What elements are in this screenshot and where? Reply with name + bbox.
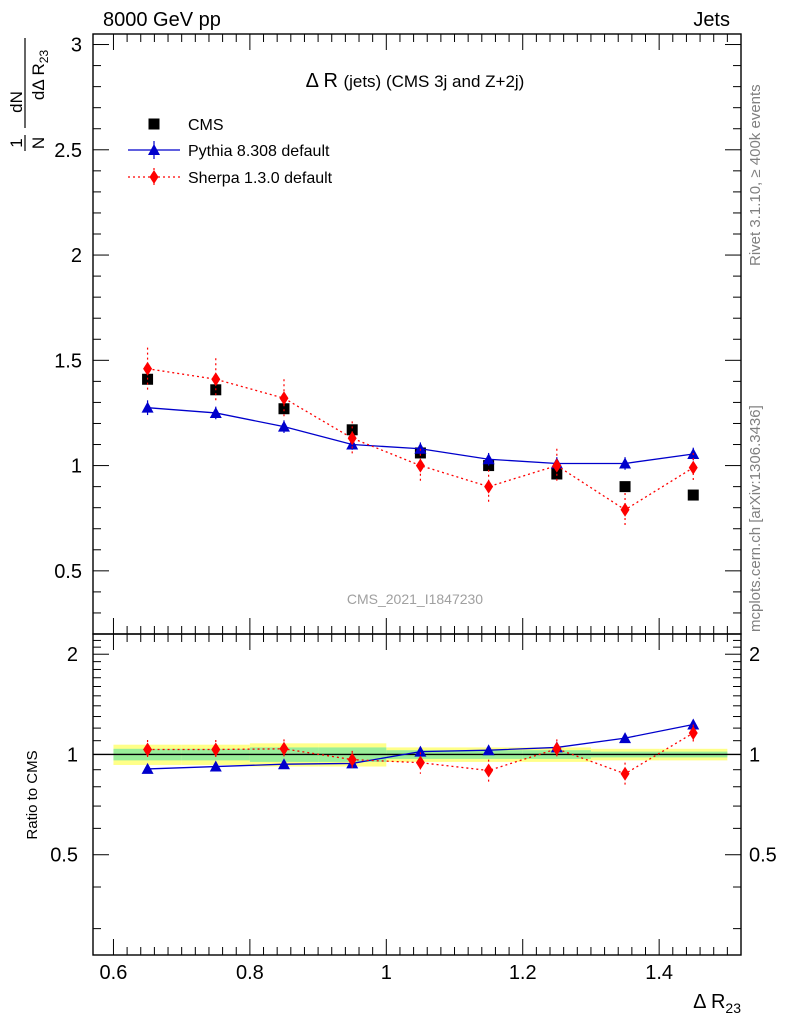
header-process-label: 8000 GeV pp: [103, 9, 221, 31]
y-label-numerator-1: 1: [7, 138, 26, 147]
legend-marker: [148, 118, 160, 130]
x-axis-label: Δ R23: [693, 991, 741, 1016]
data-point-main: [278, 403, 290, 415]
data-point-ratio: [482, 744, 495, 756]
x-tick-label: 1: [381, 962, 392, 984]
y-tick-label: 2.5: [54, 140, 82, 162]
data-point-ratio: [620, 766, 630, 781]
ratio-y-tick-label: 0.5: [50, 845, 78, 867]
ratio-panel-frame: [92, 633, 742, 956]
y-label-numerator-2: dN: [7, 91, 26, 113]
y-tick-label: 0.5: [54, 561, 82, 583]
y-tick-label: 1: [71, 456, 82, 478]
data-point-main: [620, 502, 630, 517]
data-point-main: [687, 489, 699, 501]
data-point-main: [414, 442, 427, 454]
data-point-ratio: [141, 762, 154, 774]
data-point-ratio: [688, 726, 698, 741]
chart-axes: [92, 33, 742, 956]
data-point-main: [277, 420, 290, 432]
data-point-ratio: [143, 742, 153, 757]
data-point-main: [279, 391, 289, 406]
y-tick-label: 1.5: [54, 350, 82, 372]
series-line-main: [147, 368, 694, 511]
data-point-ratio: [619, 732, 632, 744]
x-tick-label: 0.6: [100, 962, 128, 984]
header-observable-label: Jets: [693, 9, 730, 31]
data-point-main: [141, 401, 154, 413]
data-point-ratio: [211, 742, 221, 757]
data-point-main: [619, 457, 632, 469]
legend-label: Sherpa 1.3.0 default: [188, 170, 333, 187]
data-point-main: [347, 431, 357, 446]
ratio-y-tick-label: 2: [67, 644, 78, 666]
data-point-ratio: [552, 741, 562, 756]
y-tick-label: 2: [71, 245, 82, 267]
data-point-main: [209, 406, 222, 418]
analysis-watermark: CMS_2021_I1847230: [347, 591, 483, 607]
data-point-ratio: [277, 758, 290, 770]
data-point-main: [619, 481, 631, 493]
data-point-main: [143, 361, 153, 376]
data-point-ratio: [209, 760, 222, 772]
plot-title: Δ R (jets) (CMS 3j and Z+2j): [306, 70, 525, 92]
data-point-ratio: [414, 745, 427, 757]
data-point-ratio: [687, 718, 700, 730]
x-tick-label: 0.8: [236, 962, 264, 984]
data-point-ratio: [279, 741, 289, 756]
ratio-y-tick-label-right: 1: [749, 744, 760, 766]
ratio-y-tick-label: 1: [67, 744, 78, 766]
ratio-y-axis-label: Ratio to CMS: [24, 750, 41, 839]
y-label-denominator-1: N: [29, 137, 48, 149]
data-point-main: [688, 460, 698, 475]
data-point-ratio: [347, 752, 357, 767]
legend-label: CMS: [188, 117, 224, 134]
data-point-main: [482, 453, 495, 465]
data-point-main: [211, 372, 221, 387]
chart-marks: [141, 347, 700, 786]
series-line-ratio: [147, 732, 694, 775]
y-label-denominator-2: dΔ R23: [29, 50, 51, 101]
ratio-y-tick-label-right: 0.5: [749, 845, 777, 867]
data-point-main: [415, 458, 425, 473]
legend-label: Pythia 8.308 default: [188, 143, 330, 160]
data-point-main: [484, 479, 494, 494]
y-tick-label: 3: [71, 35, 82, 57]
data-point-ratio: [415, 755, 425, 770]
x-tick-label: 1.4: [645, 962, 673, 984]
legend-marker: [148, 144, 160, 155]
ratio-y-tick-label-right: 2: [749, 644, 760, 666]
data-point-main: [346, 424, 358, 436]
legend-marker: [149, 170, 159, 184]
data-point-ratio: [484, 763, 494, 778]
chart-texts: 0.6 0.8 1 1.2 1.4 0.5 1 1.5 2 2.5 3 0.5 0.5 1 1 2 2 Δ R (…: [7, 35, 777, 1016]
x-tick-label: 1.2: [509, 962, 537, 984]
data-point-main: [552, 458, 562, 473]
